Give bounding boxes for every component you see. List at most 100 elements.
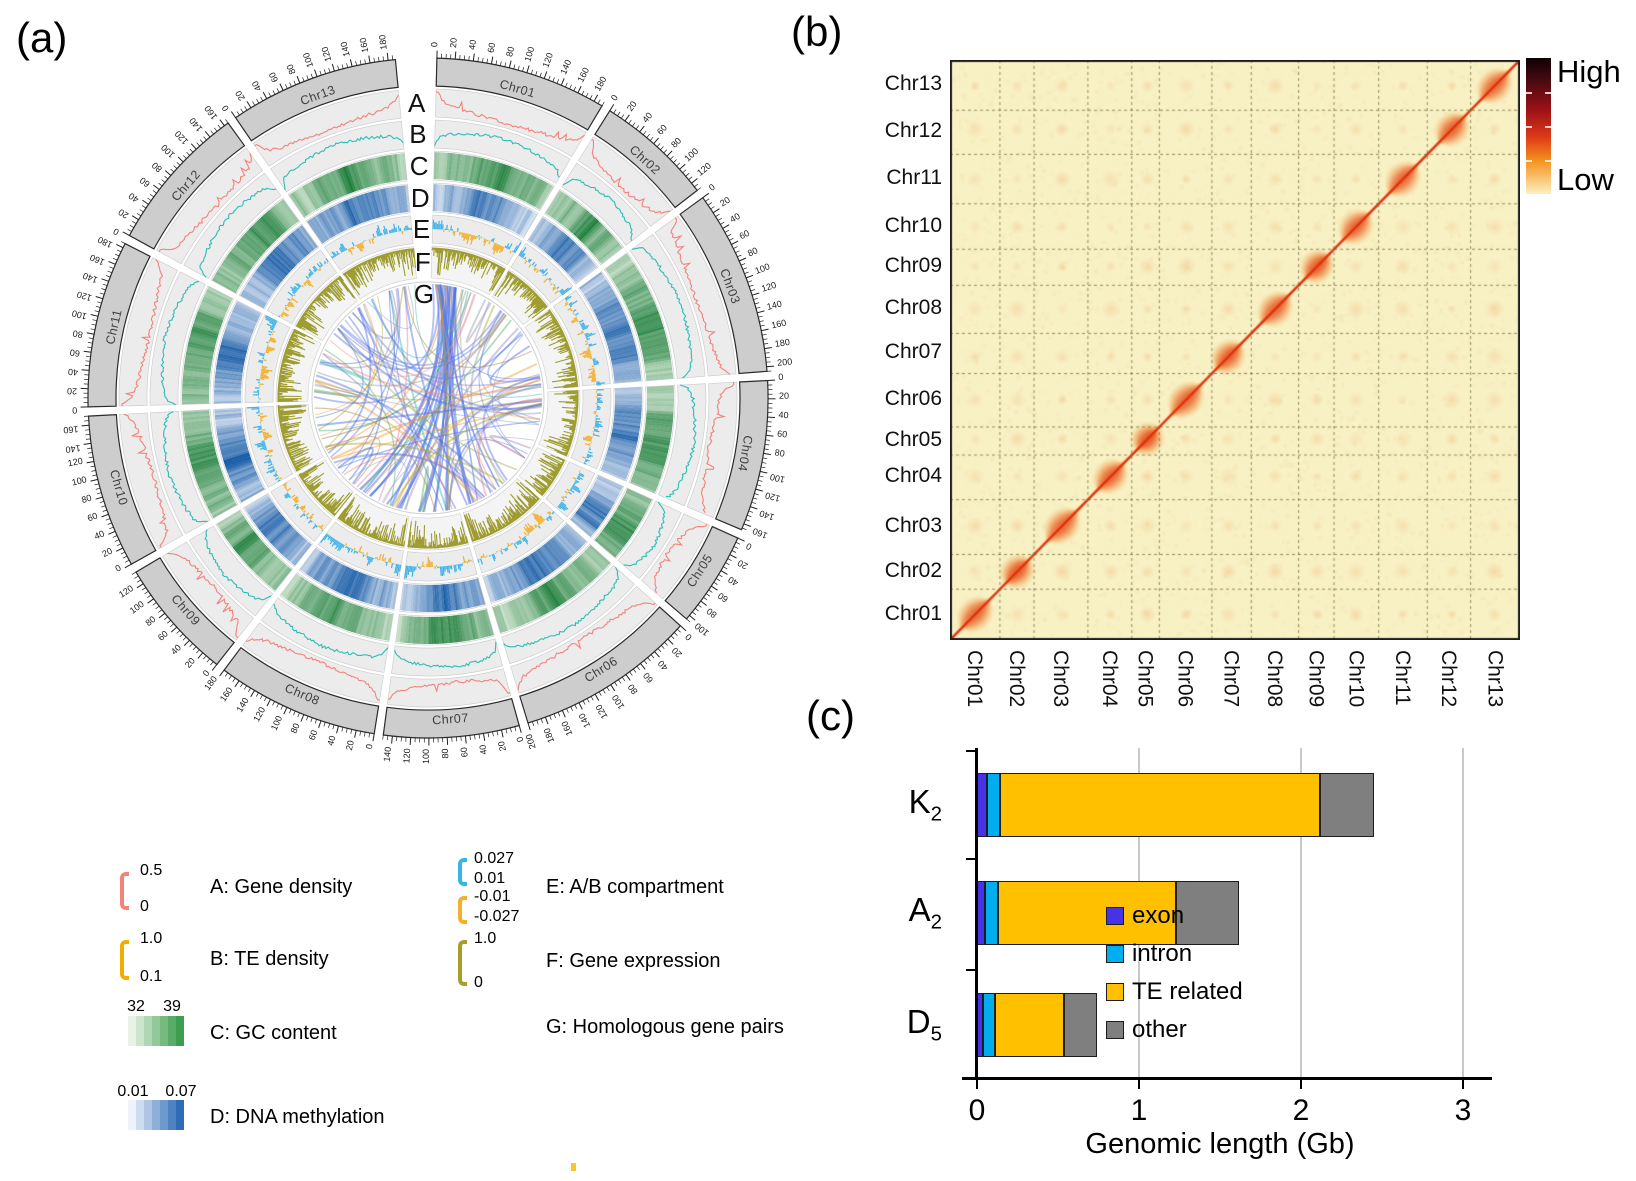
circos-track-G-homologous-links [313,284,543,513]
bar-A2-TE-related [998,881,1177,945]
panel-b-label: (b) [791,8,843,55]
legend-label-dna-methylation: D: DNA methylation [210,1106,385,1128]
legend-bracket-te-density [120,940,129,980]
legend-e-pos-max: 0.027 [474,850,515,867]
bar-A2-exon [977,881,986,945]
circos-tick-labels: 0 20 40 60 80 100 120 140 160 1800204060801001200… [63,34,793,764]
x-tick-0 [976,1080,978,1089]
legend-swatch-intron [1106,945,1124,963]
legend-e-neg-min: -0.027 [474,908,520,925]
legend-b-max: 1.0 [140,930,163,947]
colorbar-tick [1545,160,1551,162]
legend-a-min: 0 [140,898,149,915]
hic-x-label-chr12: Chr12 [1436,650,1460,708]
colorbar-tick [1526,126,1532,128]
hic-y-label-chr11: Chr11 [886,166,942,190]
y-tick-1 [966,858,975,860]
legend-label-TE-related: TE related [1132,978,1243,1005]
circos-track-D-methylation-heatmap [212,182,644,614]
legend-d-min: 0.01 [117,1083,149,1100]
panel-c-label: (c) [806,692,855,739]
legend-f-max: 1.0 [474,930,497,947]
legend-label-ab-compartment: E: A/B compartment [546,876,724,898]
hic-y-label-chr12: Chr12 [884,119,942,143]
circos-center-circle [311,281,545,515]
x-tick-label-1: 1 [1130,1094,1148,1127]
hic-x-label-chr13: Chr13 [1483,650,1507,708]
legend-swatch-other [1106,1021,1124,1039]
legend-gradient-gc-content [128,1016,184,1046]
circos-track-A-gene-density [121,91,735,701]
colorbar-gradient [1526,58,1551,194]
legend-label-exon: exon [1132,902,1185,929]
legend-f-min: 0 [474,974,483,991]
category-label-D5: D5 [906,1003,942,1046]
gridline-x-2 [1300,748,1302,1077]
circos-plot: 0 20 40 60 80 100 120 140 160 1800204060801001200… [63,34,793,764]
legend-label-gene-density: A: Gene density [210,876,353,898]
hic-x-label-chr11: Chr11 [1390,650,1414,706]
legend-label-gene-expression: F: Gene expression [546,950,721,972]
hic-y-label-chr06: Chr06 [884,387,942,411]
circos-track-E-ab-compartment [247,219,605,579]
hic-x-label-chr09: Chr09 [1304,650,1328,708]
colorbar-low-label: Low [1557,162,1614,197]
hic-y-label-chr05: Chr05 [884,428,942,451]
x-axis-line [962,1077,1492,1080]
hic-x-label-chr03: Chr03 [1048,650,1072,708]
gridline-x-3 [1462,748,1464,1077]
legend-bracket-gene-density [120,872,129,910]
y-tick-2 [966,969,975,971]
legend-d-max: 0.07 [165,1083,197,1100]
hic-x-label-chr01: Chr01 [962,650,986,708]
colorbar-tick [1545,126,1551,128]
hic-y-label-chr02: Chr02 [884,558,942,582]
hic-y-label-chr13: Chr13 [884,72,942,96]
colorbar-tick [1526,92,1532,94]
panel-a-label: (a) [16,14,68,61]
y-axis-line [975,748,978,1080]
hic-y-label-chr04: Chr04 [884,464,942,488]
legend-swatch-exon [1106,907,1124,925]
circos-track-C-gc-heatmap [180,150,676,646]
hic-y-label-chr09: Chr09 [884,254,942,278]
hic-heatmap-canvas [950,60,1520,640]
x-tick-1 [1138,1080,1140,1089]
hic-y-label-chr01: Chr01 [884,601,942,625]
hic-y-label-chr07: Chr07 [884,340,942,364]
legend-bracket-compartment-b [458,896,467,924]
bar-A2-other [1176,881,1240,945]
legend-label-other: other [1132,1016,1187,1043]
x-axis-title: Genomic length (Gb) [1085,1128,1355,1160]
colorbar-tick [1545,92,1551,94]
hic-x-label-chr06: Chr06 [1173,650,1197,708]
category-label-A2: A2 [908,891,942,934]
hic-x-label-chr05: Chr05 [1133,650,1157,708]
bar-K2-intron [986,773,1000,837]
legend-gradient-dna-methylation [128,1100,184,1130]
legend-c-min: 32 [127,998,145,1015]
legend-swatch-TE-related [1106,983,1124,1001]
hic-x-label-chr10: Chr10 [1344,650,1368,708]
bar-K2-exon [977,773,987,837]
hic-x-label-chr08: Chr08 [1262,650,1286,708]
legend-e-pos-min: 0.01 [474,870,506,887]
category-label-K2: K2 [908,783,942,826]
circos-ideogram-ticks [80,50,776,746]
legend-label-te-density: B: TE density [210,948,329,970]
hic-y-label-chr08: Chr08 [884,296,942,320]
stray-mark [571,1163,576,1171]
y-tick-0 [966,750,975,752]
legend-label-homologous-gene-pairs: G: Homologous gene pairs [546,1016,784,1038]
circos-ideograms [87,57,769,739]
bar-A2-intron [985,881,999,945]
circos-track-F-gene-expression [277,247,579,549]
hic-x-label-chr02: Chr02 [1004,650,1028,708]
colorbar-high-label: High [1557,54,1621,89]
bar-D5-intron [983,993,995,1057]
hic-y-label-chr10: Chr10 [884,213,942,237]
